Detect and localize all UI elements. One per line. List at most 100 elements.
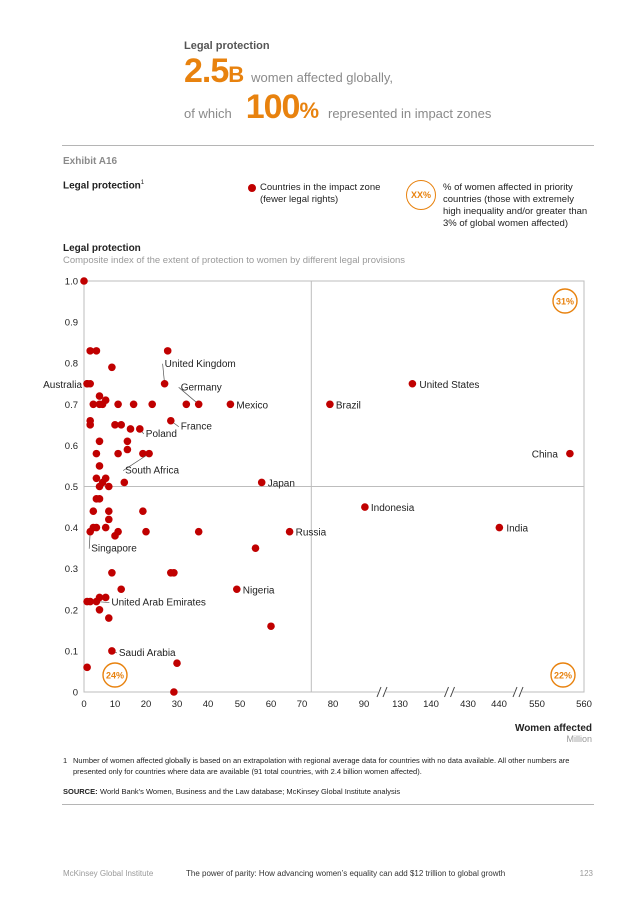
data-point (105, 507, 113, 515)
axis-break-gap (445, 686, 454, 698)
exhibit-label: Exhibit A16 (63, 156, 118, 167)
data-point (86, 347, 94, 355)
x-tick-label: 30 (172, 699, 183, 710)
footer-publisher: McKinsey Global Institute (63, 869, 154, 878)
data-point (267, 622, 275, 631)
data-point (139, 449, 147, 458)
y-tick-label: 0.3 (65, 564, 78, 575)
data-point (95, 437, 104, 446)
data-point (105, 515, 113, 524)
stat1-text: women affected globally, (251, 70, 394, 85)
data-point (92, 597, 101, 606)
point-label: Japan (268, 478, 295, 489)
axis-break-gap (514, 686, 522, 698)
axis-break-mark (518, 686, 524, 698)
data-point (95, 462, 104, 470)
data-point (226, 400, 235, 409)
data-point (194, 400, 203, 409)
leader-line (178, 387, 199, 405)
data-point (108, 363, 116, 372)
stat2-value: 100 (245, 88, 301, 126)
badge-bottom-left-label: 24% (106, 671, 124, 681)
y-tick-label: 0.5 (65, 482, 78, 493)
data-point (145, 449, 153, 458)
data-point (142, 527, 150, 536)
badge-bottom-right-label: 22% (554, 671, 572, 681)
data-point (86, 527, 94, 536)
data-point (95, 495, 104, 503)
y-tick-label: 0.1 (65, 646, 78, 657)
data-point (92, 474, 101, 483)
data-point (129, 400, 138, 409)
point-label: Russia (296, 528, 327, 539)
stat2-unit: % (299, 98, 319, 123)
legend-title: Legal protection1 (63, 180, 144, 191)
point-label: United Kingdom (165, 359, 236, 370)
x-tick-label: 10 (110, 699, 121, 710)
point-label: Germany (181, 382, 222, 393)
point-label: Brazil (336, 400, 361, 411)
data-point (92, 449, 101, 458)
chart-title: Legal protection (63, 243, 141, 254)
legend-badge-desc: % of women affected in priority countrie… (443, 182, 588, 229)
legend-dot-label: Countries in the impact zone (fewer lega… (260, 182, 381, 205)
point-label: Poland (146, 429, 177, 440)
data-point (95, 606, 104, 614)
y-tick-label: 0.6 (65, 441, 78, 452)
data-point (361, 503, 369, 511)
footnote-text: Number of women affected globally is bas… (73, 756, 570, 776)
legend-title-text: Legal protection (63, 180, 141, 192)
stat-line-1: 2.5 B women affected globally, (184, 52, 393, 91)
y-tick-label: 0.7 (65, 400, 78, 411)
badge-bottom-left-circle (102, 662, 128, 688)
axis-break-mark (444, 686, 449, 698)
axis-break-mark (450, 686, 455, 698)
data-point (117, 421, 125, 429)
data-point (86, 597, 94, 606)
bottom-divider (62, 804, 594, 805)
data-point (101, 474, 110, 483)
data-point (108, 647, 116, 655)
data-point (101, 396, 110, 404)
axis-break-mark (376, 686, 382, 698)
point-label: France (181, 422, 213, 433)
legend-badge-icon: XX% (406, 180, 436, 210)
data-point (95, 482, 104, 491)
data-point (95, 392, 104, 400)
data-point (80, 277, 88, 285)
axis-break-gap (378, 686, 386, 698)
data-point (194, 527, 203, 536)
data-point (173, 659, 181, 668)
data-point (117, 585, 125, 594)
data-point (114, 400, 122, 409)
point-label: United States (419, 380, 479, 391)
source-text: World Bank’s Women, Business and the Law… (100, 787, 401, 796)
data-point (83, 663, 91, 672)
data-point (108, 569, 116, 577)
stat1-value: 2.5 (184, 52, 229, 90)
point-label: South Africa (125, 466, 179, 477)
point-label: Saudi Arabia (119, 648, 176, 659)
y-tick-label: 0.9 (65, 318, 78, 329)
data-point (566, 449, 574, 458)
data-point (170, 569, 178, 577)
data-point (101, 523, 110, 532)
x-tick-label: 90 (359, 699, 370, 710)
data-point (92, 523, 101, 532)
data-point (182, 400, 191, 409)
legend-title-sup: 1 (140, 180, 145, 186)
data-point (92, 347, 101, 355)
point-label: Australia (43, 380, 82, 391)
x-tick-label: 60 (266, 699, 277, 710)
point-label: Nigeria (243, 585, 275, 596)
data-point (495, 523, 504, 532)
x-tick-label: 130 (392, 699, 408, 710)
x-tick-label: 0 (81, 699, 86, 710)
footer-page-number: 123 (579, 869, 593, 878)
axis-break-mark (512, 686, 518, 698)
x-tick-label: 550 (529, 699, 545, 710)
data-point (101, 593, 110, 602)
data-point (285, 527, 294, 536)
data-point (89, 507, 98, 515)
stat2-prefix: of which (184, 106, 232, 121)
